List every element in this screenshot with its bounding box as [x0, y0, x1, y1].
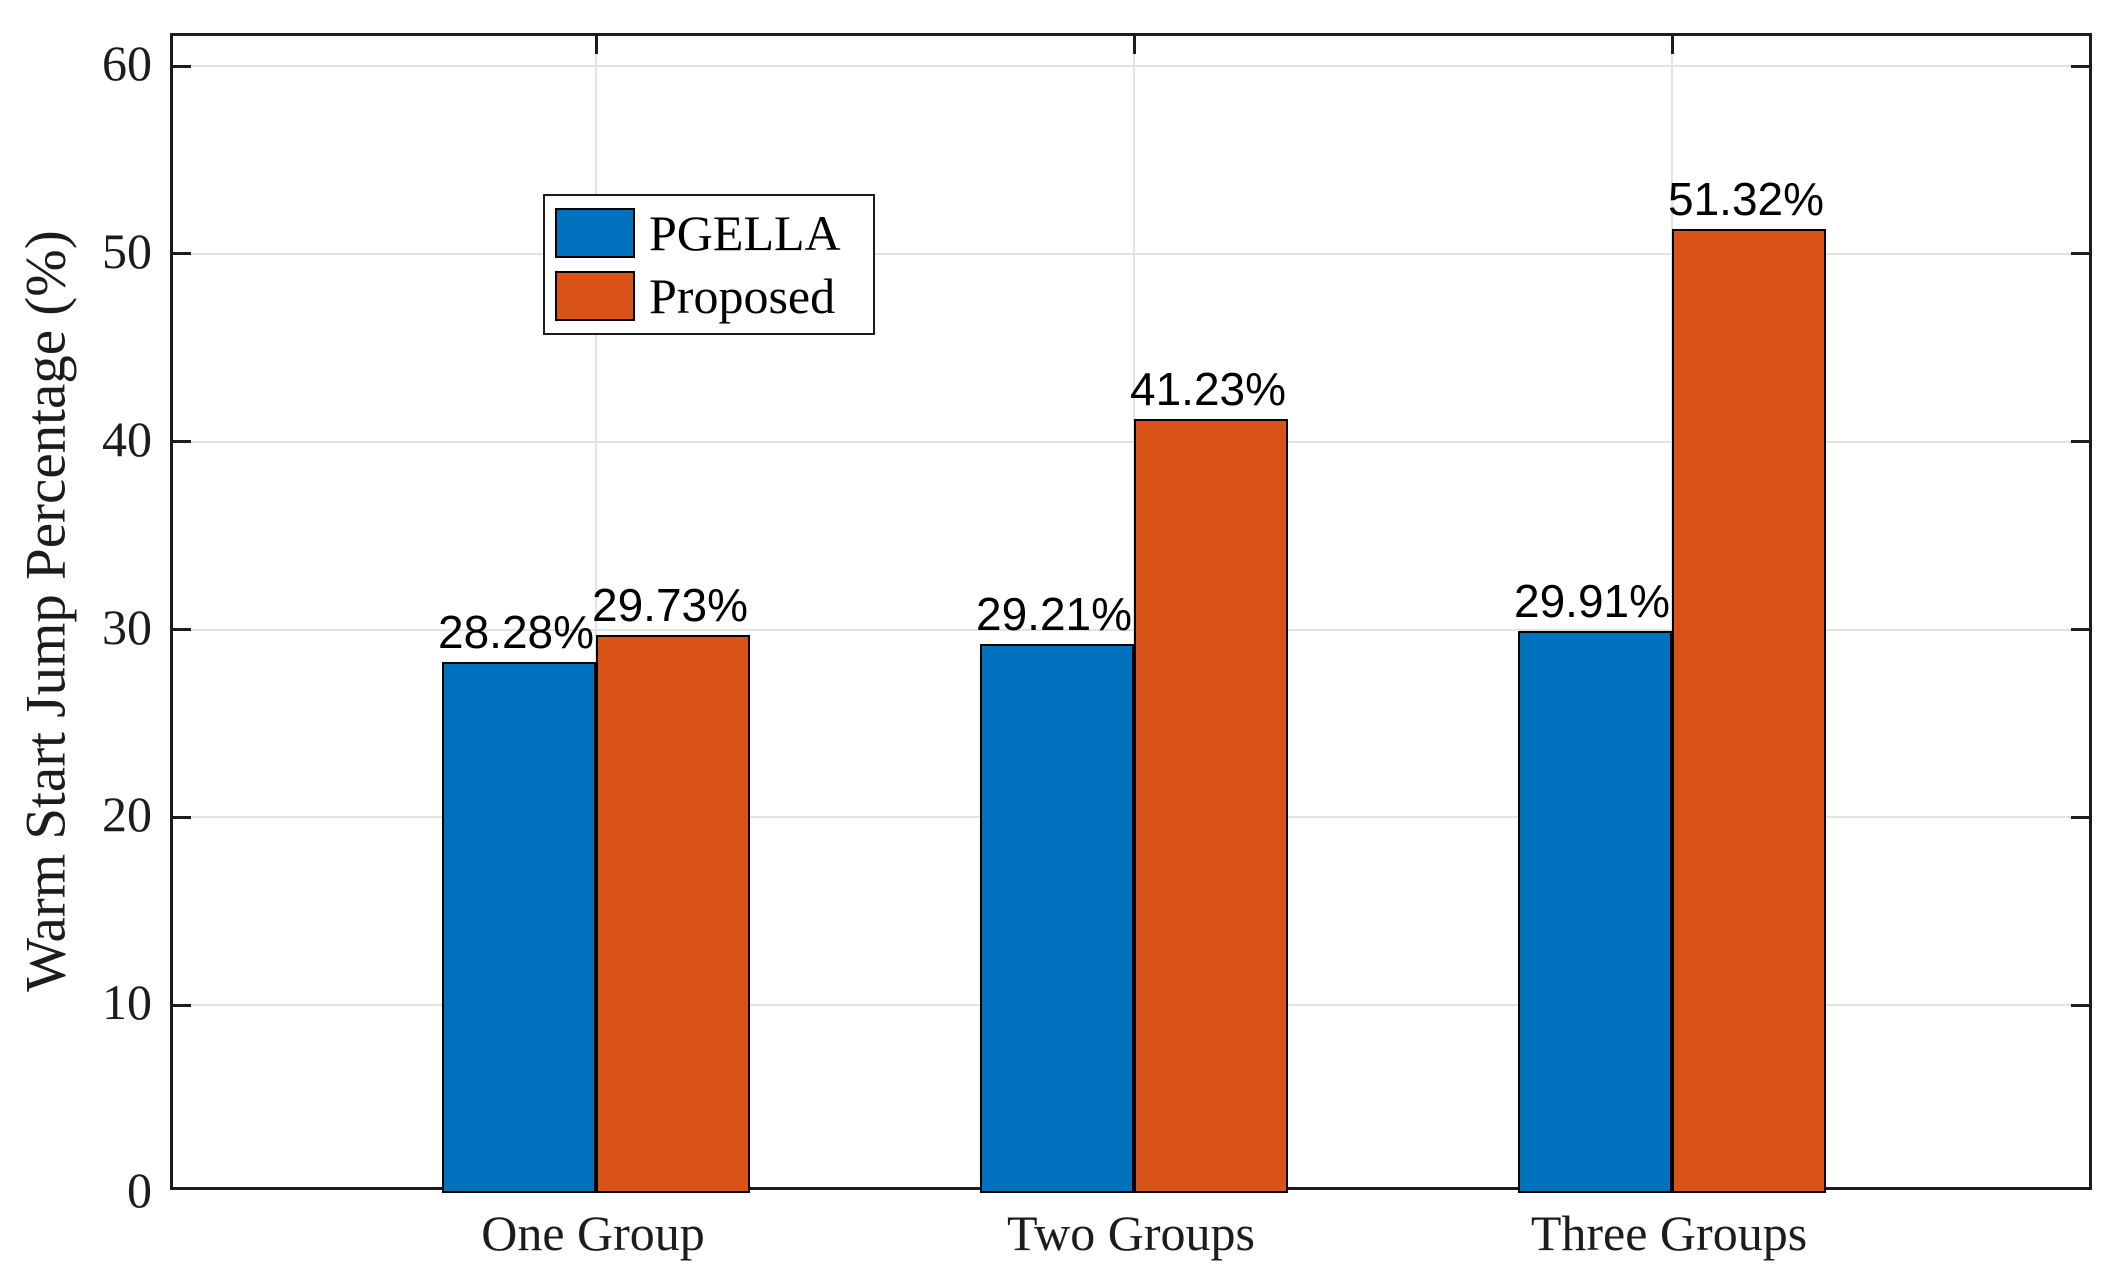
x-tick-top-three-groups	[1670, 36, 1674, 54]
legend-item-proposed: Proposed	[555, 267, 873, 324]
value-label-pgella-three-groups: 29.91%	[1513, 575, 1671, 628]
value-label-proposed-one-group: 29.73%	[591, 578, 749, 631]
legend-swatch-pgella	[555, 208, 635, 259]
legend: PGELLA Proposed	[543, 194, 875, 335]
y-tick-label-40: 40	[102, 410, 152, 467]
y-tick-label-60: 60	[102, 35, 152, 92]
h-gridline-50	[173, 252, 2089, 255]
bar-proposed-two-groups	[1134, 418, 1288, 1193]
y-tick-right-60	[2071, 64, 2089, 68]
h-gridline-30	[173, 628, 2089, 631]
y-tick-right-30	[2071, 628, 2089, 632]
x-tick-label-three-groups: Three Groups	[1530, 1205, 1808, 1261]
y-tick-right-40	[2071, 440, 2089, 444]
bar-pgella-two-groups	[980, 644, 1134, 1193]
y-tick-right-10	[2071, 1003, 2089, 1007]
y-tick-left-20	[173, 815, 191, 819]
y-tick-left-50	[173, 252, 191, 256]
v-gridline-one-group	[595, 36, 597, 1187]
x-tick-label-one-group: One Group	[481, 1205, 705, 1261]
bar-pgella-one-group	[442, 661, 596, 1193]
x-tick-top-one-group	[594, 36, 598, 54]
y-tick-label-50: 50	[102, 222, 152, 279]
h-gridline-60	[173, 65, 2089, 68]
y-tick-label-20: 20	[102, 786, 152, 843]
y-tick-right-50	[2071, 252, 2089, 256]
y-tick-left-60	[173, 64, 191, 68]
bar-proposed-three-groups	[1672, 229, 1826, 1193]
legend-label-pgella: PGELLA	[649, 205, 841, 262]
bar-pgella-three-groups	[1518, 631, 1672, 1193]
value-label-proposed-two-groups: 41.23%	[1129, 362, 1287, 415]
plot-area	[170, 33, 2092, 1193]
value-label-proposed-three-groups: 51.32%	[1667, 173, 1825, 226]
y-tick-label-0: 0	[127, 1162, 152, 1218]
value-label-pgella-one-group: 28.28%	[437, 605, 595, 658]
y-tick-left-10	[173, 1003, 191, 1007]
x-tick-label-two-groups: Two Groups	[1007, 1205, 1255, 1261]
y-tick-label-30: 30	[102, 598, 152, 655]
legend-item-pgella: PGELLA	[555, 205, 873, 262]
y-tick-left-40	[173, 440, 191, 444]
y-tick-label-10: 10	[102, 974, 152, 1031]
bar-proposed-one-group	[596, 634, 750, 1193]
x-tick-top-two-groups	[1132, 36, 1136, 54]
h-gridline-40	[173, 440, 2089, 443]
legend-label-proposed: Proposed	[649, 267, 836, 324]
legend-swatch-proposed	[555, 270, 635, 321]
value-label-pgella-two-groups: 29.21%	[975, 588, 1133, 641]
y-tick-left-30	[173, 628, 191, 632]
y-tick-right-20	[2071, 815, 2089, 819]
